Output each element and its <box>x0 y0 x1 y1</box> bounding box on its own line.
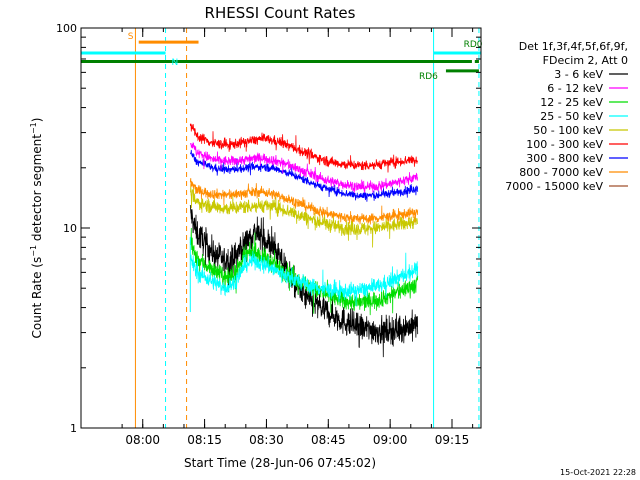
flag-label-n: N <box>172 58 179 68</box>
flag-label-s: S <box>128 32 134 42</box>
legend-entry-label: 3 - 6 keV <box>554 68 603 81</box>
y-tick-label: 100 <box>56 22 77 35</box>
legend-entry-label: 7000 - 15000 keV <box>505 180 603 193</box>
flag-label-rd0: RD0 <box>464 40 483 50</box>
series-line-6-12-kev <box>189 142 419 193</box>
flag-label-rd6: RD6 <box>419 72 438 82</box>
x-tick-label: 08:30 <box>249 433 284 447</box>
x-tick-label: 08:45 <box>311 433 346 447</box>
legend-header-line-1: Det 1f,3f,4f,5f,6f,9f, <box>519 40 628 53</box>
series-line-50-100-kev <box>189 183 419 248</box>
series-line-25-50-kev <box>189 250 419 307</box>
y-axis-label: Count Rate (s−1 detector segment−1) <box>29 118 44 339</box>
legend-entry-label: 6 - 12 keV <box>547 82 603 95</box>
series-line-800-7000-kev <box>189 178 419 225</box>
series-line-100-300-kev <box>189 123 419 173</box>
legend: Det 1f,3f,4f,5f,6f,9f, FDecim 2, Att 0 3… <box>505 40 628 193</box>
series-line-300-800-kev <box>189 149 419 202</box>
legend-header-line-2: FDecim 2, Att 0 <box>543 54 628 67</box>
legend-entry-label: 25 - 50 keV <box>540 110 603 123</box>
y-axis-label-exp2: −1 <box>29 122 38 134</box>
footer-timestamp: 15-Oct-2021 22:28 <box>560 468 636 477</box>
x-tick-label: 09:00 <box>373 433 408 447</box>
x-tick-label: 08:15 <box>187 433 222 447</box>
y-axis-label-prefix: Count Rate (s <box>30 257 44 339</box>
legend-entry-label: 12 - 25 keV <box>540 96 603 109</box>
y-axis-label-mid: detector segment <box>30 134 44 245</box>
legend-entry-label: 50 - 100 keV <box>533 124 603 137</box>
x-tick-label: 09:15 <box>435 433 470 447</box>
y-axis-label-suffix: ) <box>30 118 44 123</box>
y-tick-label: 1 <box>70 422 77 435</box>
y-axis-label-exp1: −1 <box>29 245 38 257</box>
x-axis-label: Start Time (28-Jun-06 07:45:02) <box>184 456 376 470</box>
legend-entry-label: 300 - 800 keV <box>526 152 603 165</box>
legend-entry-label: 100 - 300 keV <box>526 138 603 151</box>
series-line-3-6-kev <box>189 204 419 358</box>
y-tick-label: 10 <box>63 222 77 235</box>
legend-entry-label: 800 - 7000 keV <box>519 166 603 179</box>
x-tick-label: 08:00 <box>125 433 160 447</box>
chart-title: RHESSI Count Rates <box>205 4 356 22</box>
